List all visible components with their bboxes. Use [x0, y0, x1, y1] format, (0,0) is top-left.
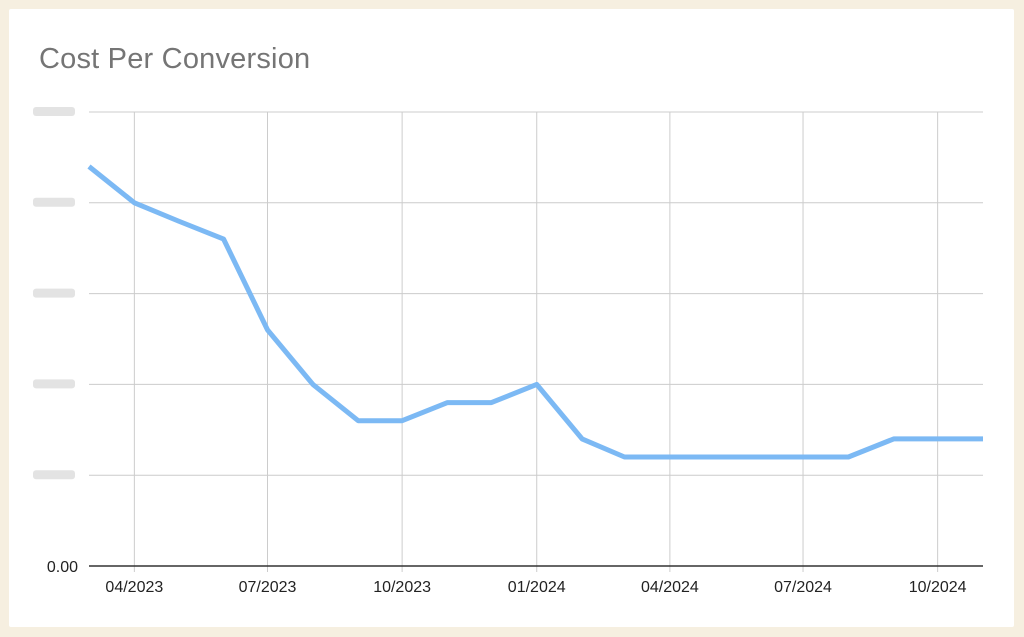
- series-layer: [87, 164, 983, 460]
- y-tick-label: 0.00: [47, 559, 78, 576]
- x-gridlines: [133, 112, 939, 572]
- x-tick-labels: 04/2023 07/2023 10/2023 01/2024 04/2024 07/20…: [105, 579, 966, 596]
- series-line: [87, 164, 983, 460]
- x-tick-label: 04/2024: [641, 579, 699, 596]
- y-tick-label-obscured: [33, 197, 75, 207]
- y-tick-label-obscured: [33, 379, 75, 389]
- y-tick-label-obscured: [33, 107, 75, 116]
- y-tick-label-obscured: [33, 470, 75, 480]
- x-tick-label: 01/2024: [508, 579, 566, 596]
- y-gridlines: [89, 111, 983, 476]
- x-tick-label: 10/2024: [909, 579, 967, 596]
- y-tick-labels: 0.00: [33, 107, 78, 576]
- chart-title: Cost Per Conversion: [39, 43, 311, 75]
- x-tick-label: 04/2023: [105, 579, 163, 596]
- y-tick-label-obscured: [33, 288, 75, 298]
- x-tick-label: 07/2024: [774, 579, 832, 596]
- x-tick-label: 10/2023: [373, 579, 431, 596]
- x-tick-label: 07/2023: [239, 579, 297, 596]
